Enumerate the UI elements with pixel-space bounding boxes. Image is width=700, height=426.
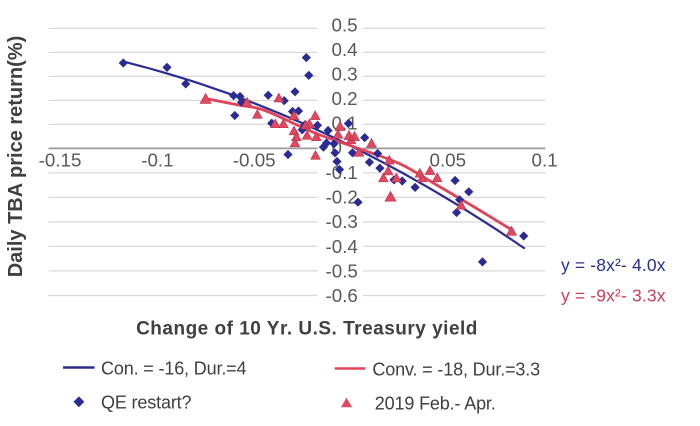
- svg-text:QE restart?: QE restart?: [101, 393, 192, 413]
- svg-text:0.3: 0.3: [332, 63, 358, 84]
- svg-text:y = -9x²- 3.3x: y = -9x²- 3.3x: [561, 286, 666, 306]
- svg-text:-0.6: -0.6: [326, 285, 358, 306]
- svg-text:-0.4: -0.4: [326, 236, 358, 257]
- svg-text:Daily TBA price return(%): Daily TBA price return(%): [5, 36, 27, 278]
- svg-text:2019 Feb.- Apr.: 2019 Feb.- Apr.: [375, 394, 496, 414]
- svg-text:y = -8x²- 4.0x: y = -8x²- 4.0x: [561, 255, 666, 275]
- svg-text:Con. = -16, Dur.=4: Con. = -16, Dur.=4: [101, 359, 247, 379]
- svg-text:-0.1: -0.1: [326, 162, 358, 183]
- svg-text:0.5: 0.5: [332, 14, 358, 35]
- svg-text:0: 0: [332, 137, 342, 158]
- svg-text:Change of 10 Yr. U.S. Treasury: Change of 10 Yr. U.S. Treasury yield: [136, 319, 478, 340]
- svg-text:0.05: 0.05: [430, 150, 467, 171]
- svg-text:-0.3: -0.3: [326, 211, 358, 232]
- svg-text:Conv. = -18, Dur.=3.3: Conv. = -18, Dur.=3.3: [372, 360, 540, 380]
- svg-text:-0.1: -0.1: [141, 150, 173, 171]
- svg-text:-0.2: -0.2: [326, 187, 358, 208]
- svg-text:-0.5: -0.5: [326, 260, 358, 281]
- svg-text:0.4: 0.4: [332, 39, 358, 60]
- svg-text:0.1: 0.1: [532, 150, 558, 171]
- svg-text:-0.15: -0.15: [39, 150, 82, 171]
- svg-text:-0.05: -0.05: [233, 150, 276, 171]
- svg-text:0.2: 0.2: [332, 88, 358, 109]
